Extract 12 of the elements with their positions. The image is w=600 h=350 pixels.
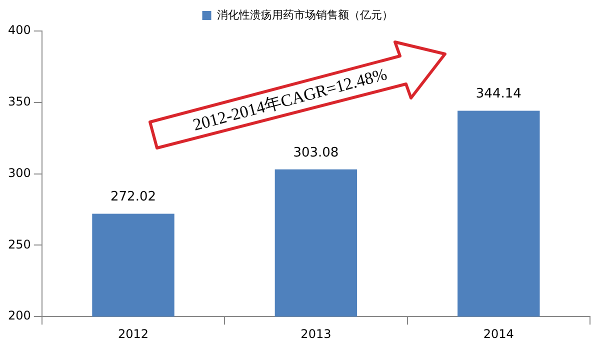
x-tick-label: 2012: [118, 326, 149, 341]
y-tick-label: 200: [8, 308, 31, 323]
x-tick-label: 2013: [300, 326, 332, 341]
data-label: 272.02: [110, 190, 156, 205]
legend-label: 消化性溃疡用药市场销售额（亿元）: [216, 8, 393, 22]
x-tick-label: 2014: [483, 326, 514, 341]
data-label: 303.08: [293, 145, 339, 160]
y-tick-label: 350: [8, 94, 31, 109]
y-tick-label: 300: [8, 166, 31, 180]
y-tick-label: 400: [8, 23, 31, 38]
data-label: 344.14: [476, 86, 522, 102]
y-tick-label: 250: [8, 237, 31, 252]
